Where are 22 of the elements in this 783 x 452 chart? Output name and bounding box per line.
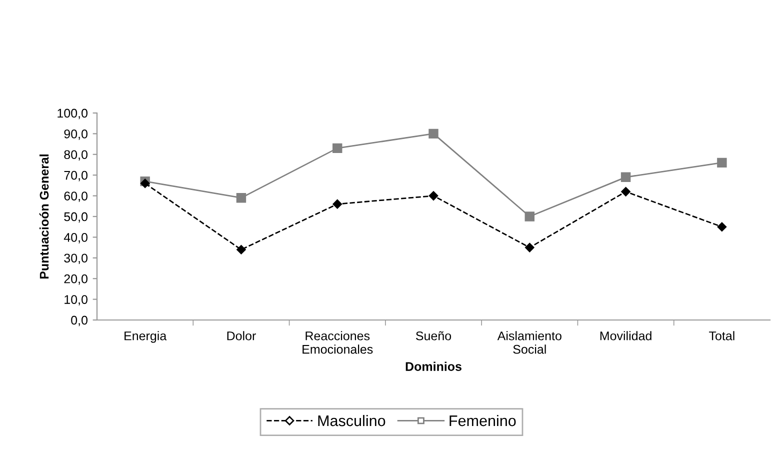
y-tick-label: 70,0 bbox=[64, 170, 88, 182]
y-tick-label: 40,0 bbox=[64, 233, 88, 244]
y-axis-title: Puntuacioón General bbox=[39, 154, 49, 279]
x-tick-label: Reacciones Emocionales bbox=[302, 331, 373, 354]
y-tick-label: 50,0 bbox=[64, 212, 88, 223]
legend-label: Femenino bbox=[450, 414, 516, 426]
x-tick-label: Sueño bbox=[416, 331, 452, 340]
y-tick-label: 80,0 bbox=[64, 150, 88, 161]
x-tick-label: Dolor bbox=[227, 331, 256, 340]
x-axis-title: Dominios bbox=[406, 362, 462, 371]
y-tick-label: 90,0 bbox=[64, 130, 88, 140]
y-tick-label: 100,0 bbox=[58, 108, 88, 120]
y-tick-label: 30,0 bbox=[64, 254, 88, 264]
legend-label: Masculino bbox=[318, 414, 386, 426]
y-tick-label: 20,0 bbox=[64, 274, 88, 285]
x-tick-label: Total bbox=[709, 331, 734, 340]
y-tick-label: 60,0 bbox=[64, 192, 88, 202]
x-tick-label: Aislamiento Social bbox=[497, 331, 562, 354]
x-tick-label: Movilidad bbox=[600, 331, 652, 340]
y-tick-label: 10,0 bbox=[64, 295, 88, 306]
y-tick-label: 0,0 bbox=[71, 316, 88, 326]
x-tick-label: Energia bbox=[124, 331, 167, 343]
